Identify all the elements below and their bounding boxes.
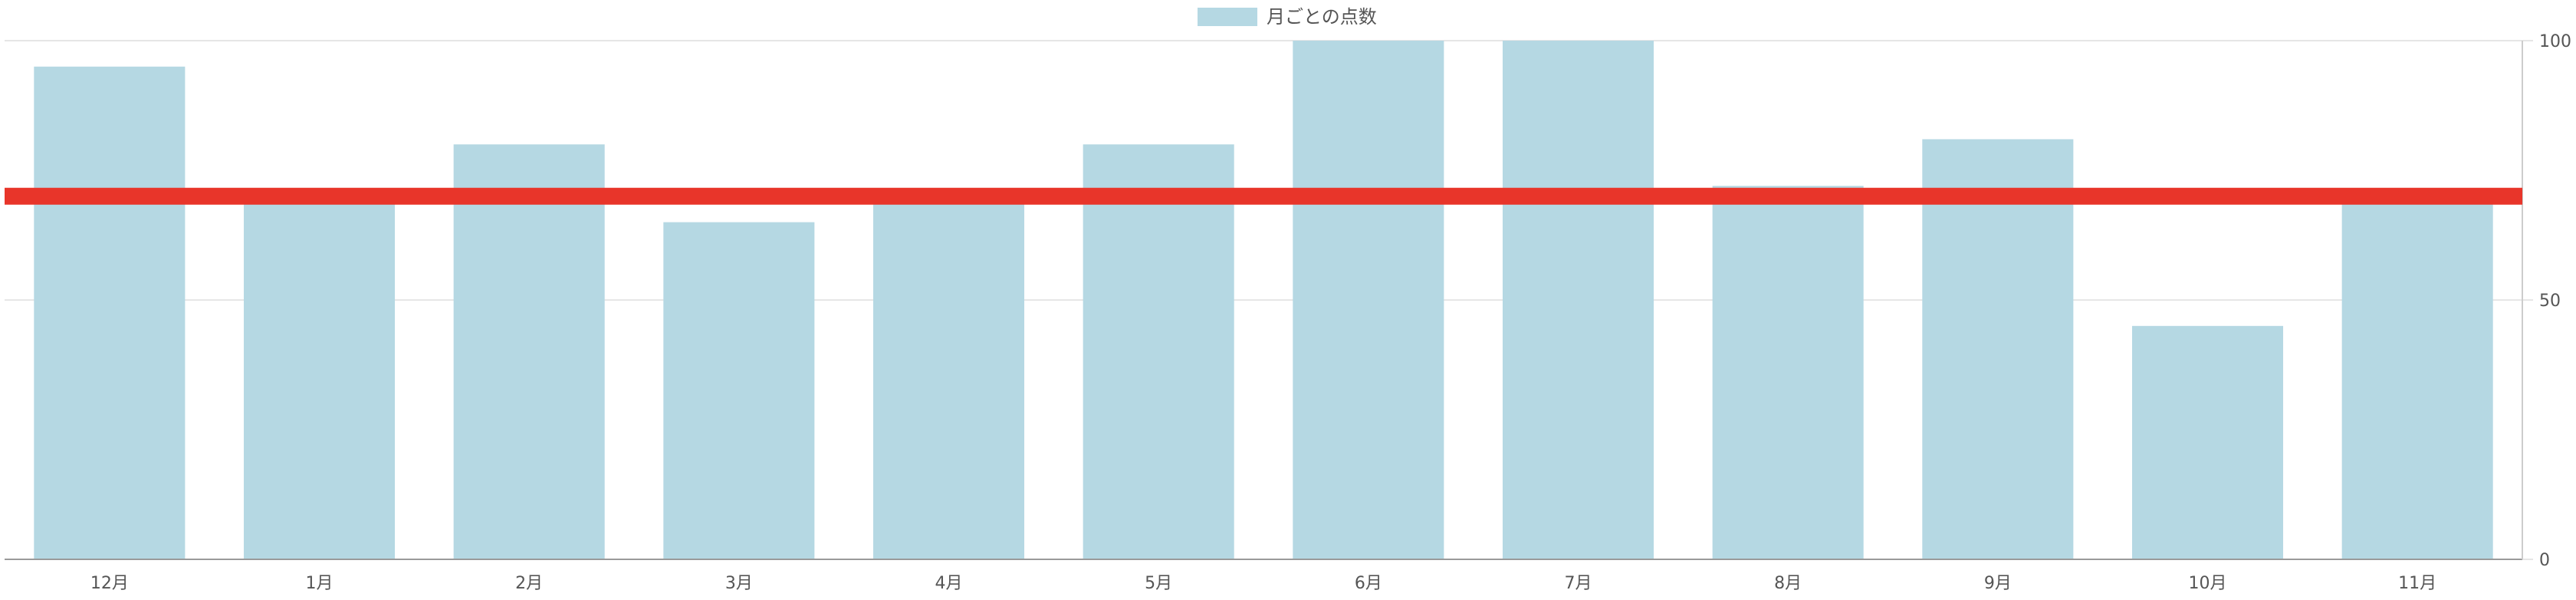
legend-label[interactable]: 月ごとの点数 (1267, 6, 1377, 28)
y-tick-label: 0 (2539, 551, 2550, 570)
x-tick-label: 3月 (725, 574, 753, 593)
bar[interactable] (1083, 144, 1234, 559)
bar[interactable] (1502, 41, 1654, 559)
x-tick-label: 7月 (1565, 574, 1592, 593)
x-tick-label: 8月 (1774, 574, 1802, 593)
bar[interactable] (2131, 325, 2284, 559)
bar[interactable] (663, 222, 815, 559)
y-tick-label: 100 (2539, 32, 2571, 51)
x-tick-label: 2月 (515, 574, 543, 593)
y-tick-label: 50 (2539, 292, 2561, 311)
x-tick-label: 1月 (306, 574, 334, 593)
bar[interactable] (872, 196, 1025, 560)
bars (34, 41, 2493, 560)
legend-swatch[interactable] (1198, 8, 1257, 26)
x-tick-label: 5月 (1145, 574, 1172, 593)
bar[interactable] (34, 66, 186, 560)
x-tick-label: 4月 (935, 574, 963, 593)
x-tick-label: 11月 (2398, 574, 2436, 593)
x-tick-label: 12月 (90, 574, 129, 593)
x-tick-label: 9月 (1984, 574, 2012, 593)
x-tick-label: 10月 (2189, 574, 2227, 593)
bar[interactable] (1293, 41, 1444, 559)
bar[interactable] (1712, 186, 1864, 559)
bar[interactable] (1922, 139, 2074, 559)
bar[interactable] (2341, 196, 2493, 560)
tick-labels: 0 50 100 12月 1月 2月 3月 4月 5月 6月 7月 8月 9月 10月 11月 (90, 32, 2571, 593)
bar[interactable] (243, 196, 396, 560)
x-tick-label: 6月 (1355, 574, 1382, 593)
legend[interactable]: 月ごとの点数 (1198, 6, 1377, 28)
axes (5, 41, 2523, 560)
bar[interactable] (453, 144, 605, 559)
